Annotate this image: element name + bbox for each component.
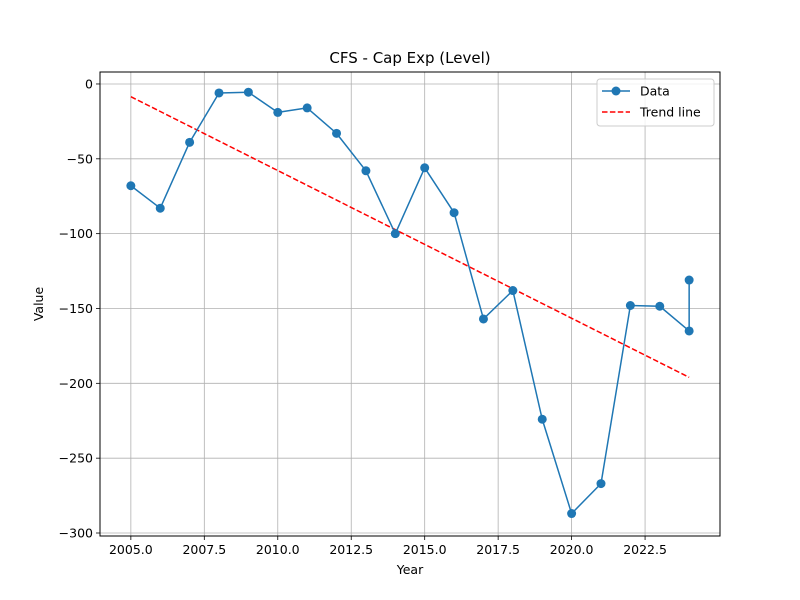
data-point (508, 286, 518, 296)
data-point (567, 509, 577, 519)
y-tick-label: −300 (59, 526, 93, 541)
data-point (214, 88, 224, 98)
data-point (478, 314, 488, 324)
data-point (185, 137, 195, 147)
data-point (155, 203, 165, 213)
x-tick-label: 2012.5 (329, 542, 373, 557)
plot-area-frame (99, 71, 721, 537)
trend-line (130, 96, 690, 379)
data-point (332, 128, 342, 138)
x-axis: 2005.0 2007.5 2010.0 2012.5 2015.0 2017.5 2020… (109, 536, 667, 557)
y-tick-label: −150 (59, 301, 93, 316)
data-point (655, 301, 665, 311)
x-tick-label: 2017.5 (476, 542, 520, 557)
y-tick-label: −100 (59, 226, 93, 241)
grid (100, 72, 720, 536)
legend: Data Trend line (596, 78, 715, 127)
x-tick-label: 2015.0 (403, 542, 447, 557)
data-point (684, 326, 694, 336)
x-tick-label: 2007.5 (182, 542, 226, 557)
data-point (390, 229, 400, 239)
data-point (420, 163, 430, 173)
chart-title: CFS - Cap Exp (Level) (329, 49, 490, 67)
y-axis: 0 −50 −100 −150 −200 −250 −300 (59, 76, 100, 541)
x-tick-label: 2020.0 (550, 542, 594, 557)
y-axis-label: Value (31, 287, 46, 322)
x-axis-label: Year (396, 562, 424, 577)
legend-entry-data: Data (640, 84, 670, 99)
y-tick-label: 0 (85, 76, 93, 91)
y-tick-label: −200 (59, 376, 93, 391)
data-point (126, 181, 136, 191)
data-point (596, 479, 606, 489)
legend-data-swatch-marker (611, 86, 621, 96)
data-point (273, 107, 283, 117)
data-point (625, 300, 635, 310)
legend-entry-trend-line: Trend line (639, 105, 701, 120)
data-point (449, 208, 459, 218)
data-point (243, 87, 253, 97)
x-tick-label: 2022.5 (623, 542, 667, 557)
data-point (684, 275, 694, 285)
y-tick-label: −250 (59, 451, 93, 466)
data-point (361, 166, 371, 176)
x-tick-label: 2005.0 (109, 542, 153, 557)
data-point (302, 103, 312, 113)
data-point (537, 414, 547, 424)
y-tick-label: −50 (67, 151, 93, 166)
x-tick-label: 2010.0 (256, 542, 300, 557)
series-layer (126, 87, 694, 519)
